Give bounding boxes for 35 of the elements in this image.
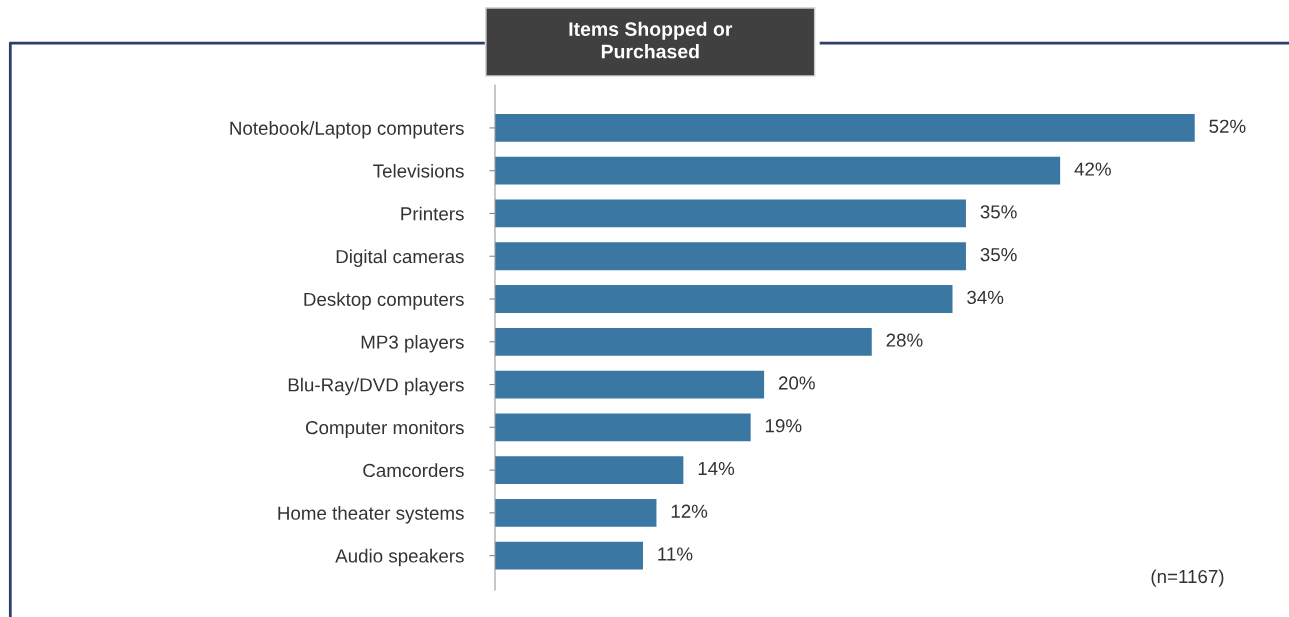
y-tick-label: Notebook/Laptop computers [230, 121, 464, 139]
data-label: 28% [886, 333, 923, 347]
data-label: 52% [1209, 119, 1246, 133]
data-label: 12% [671, 504, 708, 518]
data-label: 42% [1074, 162, 1111, 176]
y-tick-label: Camcorders [363, 463, 464, 478]
bar [494, 114, 1195, 142]
data-label: 35% [980, 247, 1017, 262]
bar [494, 199, 966, 228]
y-tick-label: Printers [401, 206, 464, 221]
bar [494, 456, 684, 484]
data-label: 19% [765, 419, 802, 433]
data-label: 20% [778, 376, 815, 390]
data-label: 14% [698, 461, 735, 476]
bar [494, 285, 953, 313]
data-label: 35% [980, 205, 1017, 219]
y-tick-label: Televisions [373, 163, 464, 178]
y-tick-label: Computer monitors [305, 420, 464, 438]
bar [494, 156, 1061, 185]
y-tick-label: MP3 players [361, 334, 464, 353]
data-label: 34% [967, 290, 1004, 305]
bar [494, 327, 872, 356]
bar [494, 242, 966, 271]
y-tick-label: Home theater systems [278, 506, 464, 524]
bar [494, 413, 751, 442]
y-tick-label: Audio speakers [335, 548, 464, 567]
bar [494, 541, 643, 570]
y-tick-label: Digital cameras [336, 249, 464, 267]
chart-title: Items Shopped or Purchased [569, 21, 733, 59]
bar [494, 370, 765, 399]
bar [494, 498, 657, 527]
y-tick-label: Desktop computers [304, 292, 464, 310]
annotation: (n=1167) [1151, 569, 1224, 587]
y-tick-label: Blu-Ray/DVD players [288, 377, 464, 396]
data-label: 11% [658, 547, 693, 561]
